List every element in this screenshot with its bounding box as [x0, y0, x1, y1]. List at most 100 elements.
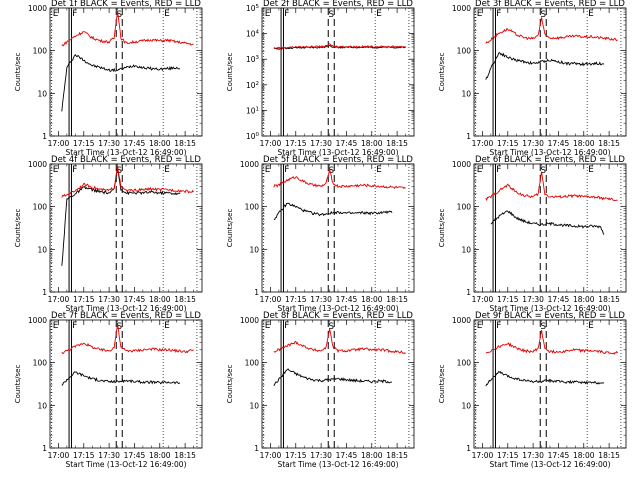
lld-series-line [485, 171, 618, 202]
y-tick-label: 10 [461, 89, 471, 98]
x-tick-label: 17:15 [285, 139, 307, 148]
marker-label-flare: F [284, 321, 289, 331]
y-tick-label: 100 [246, 132, 260, 141]
detector-panel: Det 9f BLACK = Events, RED = LLD 1 10 100 10… [438, 311, 627, 469]
x-tick-label: 18:15 [174, 295, 196, 304]
y-axis-label: Counts/sec [438, 53, 446, 92]
events-series-line [61, 53, 181, 112]
panel-title: Det 7f BLACK = Events, RED = LLD [51, 311, 201, 321]
lld-series-line [61, 11, 194, 47]
x-tick-label: 17:45 [548, 451, 570, 460]
x-tick-label: 17:30 [98, 139, 120, 148]
y-axis-label: Counts/sec [226, 209, 234, 248]
detector-panel: Det 3f BLACK = Events, RED = LLD 1 10 100 10… [438, 0, 627, 157]
detector-panel: Det 1f BLACK = Events, RED = LLD 1 10 100 10… [14, 0, 203, 157]
x-axis-label: Start Time (13-Oct-12 16:49:00) [277, 460, 398, 469]
y-tick-label: 100 [457, 47, 472, 56]
x-tick-label: 17:45 [124, 295, 146, 304]
x-axis-label: Start Time (13-Oct-12 16:49:00) [489, 148, 610, 157]
events-series-line [273, 202, 393, 220]
x-tick-label: 17:15 [497, 451, 519, 460]
y-tick-label: 101 [246, 106, 259, 115]
y-axis-label: Counts/sec [14, 365, 22, 404]
plot-frame [49, 319, 203, 449]
panel-title: Det 6f BLACK = Events, RED = LLD [475, 155, 625, 165]
marker-label-end: E [164, 165, 170, 175]
x-tick-label: 18:15 [174, 451, 196, 460]
plot-frame [261, 7, 415, 137]
panel-title: Det 1f BLACK = Events, RED = LLD [51, 0, 201, 9]
marker-label-start: E [53, 165, 59, 175]
x-tick-label: 17:00 [48, 451, 70, 460]
events-series-line [485, 370, 605, 387]
y-tick-label: 10 [249, 401, 259, 410]
marker-label-flare: F [284, 9, 289, 19]
y-axis-label: Counts/sec [14, 53, 22, 92]
events-series-line [490, 210, 605, 235]
x-tick-label: 17:45 [336, 139, 358, 148]
y-tick-label: 10 [37, 89, 47, 98]
plot-frame [473, 319, 627, 449]
x-tick-label: 17:45 [548, 139, 570, 148]
panel-title: Det 4f BLACK = Events, RED = LLD [51, 155, 201, 165]
marker-label-flare: F [284, 165, 289, 175]
y-tick-label: 1 [42, 132, 47, 141]
marker-label-flare: F [496, 165, 501, 175]
x-tick-label: 17:15 [73, 451, 95, 460]
lld-series-line [273, 168, 406, 190]
y-tick-label: 100 [245, 359, 260, 368]
x-tick-label: 17:45 [336, 451, 358, 460]
y-tick-label: 100 [245, 203, 260, 212]
y-axis-label: Counts/sec [14, 209, 22, 248]
x-tick-label: 18:00 [361, 139, 383, 148]
lld-series-line [485, 17, 618, 44]
x-tick-label: 17:45 [336, 295, 358, 304]
lld-series-line [61, 165, 194, 198]
x-tick-label: 17:30 [98, 295, 120, 304]
marker-label-start: E [477, 9, 483, 19]
marker-label-end: E [588, 165, 594, 175]
x-tick-label: 17:30 [310, 295, 332, 304]
marker-label-start: E [265, 321, 271, 331]
x-axis-label: Start Time (13-Oct-12 16:49:00) [65, 148, 186, 157]
lld-series-line [485, 330, 618, 355]
marker-label-end: E [376, 321, 382, 331]
y-tick-label: 10 [37, 245, 47, 254]
x-axis-label: Start Time (13-Oct-12 16:49:00) [277, 304, 398, 313]
detector-panel: Det 4f BLACK = Events, RED = LLD 1 10 100 10… [14, 155, 203, 313]
x-axis-label: Start Time (13-Oct-12 16:49:00) [277, 148, 398, 157]
y-tick-label: 10 [461, 401, 471, 410]
x-tick-label: 18:15 [386, 451, 408, 460]
y-tick-label: 1000 [28, 4, 47, 13]
marker-label-peak: S [116, 322, 122, 332]
x-tick-label: 18:15 [598, 451, 620, 460]
x-tick-label: 17:15 [497, 295, 519, 304]
plot-frame [261, 163, 415, 293]
detector-panel: Det 7f BLACK = Events, RED = LLD 1 10 100 10… [14, 311, 203, 469]
marker-label-peak: S [540, 166, 546, 176]
x-tick-label: 18:00 [573, 295, 595, 304]
panel-title: Det 9f BLACK = Events, RED = LLD [475, 311, 625, 321]
marker-label-end: E [376, 165, 382, 175]
y-tick-label: 100 [457, 203, 472, 212]
x-tick-label: 17:15 [285, 295, 307, 304]
y-axis-label: Counts/sec [226, 53, 234, 92]
y-tick-label: 1 [42, 444, 47, 453]
detector-panel: Det 2f BLACK = Events, RED = LLD 100 101 10… [226, 0, 415, 157]
x-tick-label: 17:30 [310, 139, 332, 148]
y-axis-label: Counts/sec [226, 365, 234, 404]
x-tick-label: 17:00 [472, 139, 494, 148]
detector-panel: Det 5f BLACK = Events, RED = LLD 1 10 100 10… [226, 155, 415, 313]
x-tick-label: 18:00 [149, 451, 171, 460]
y-tick-label: 1 [466, 444, 471, 453]
marker-label-start: E [53, 321, 59, 331]
events-series-line [485, 51, 605, 80]
x-tick-label: 17:45 [548, 295, 570, 304]
marker-label-peak: S [328, 10, 334, 20]
y-tick-label: 100 [33, 203, 48, 212]
x-tick-label: 17:45 [124, 451, 146, 460]
marker-label-flare: F [72, 9, 77, 19]
marker-label-end: E [588, 321, 594, 331]
y-tick-label: 10 [249, 245, 259, 254]
